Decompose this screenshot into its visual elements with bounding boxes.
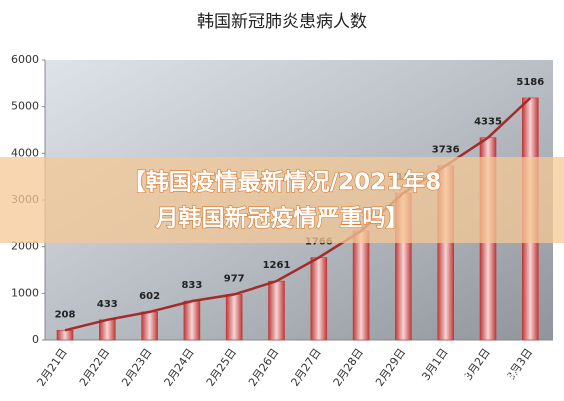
- bar: [310, 257, 328, 341]
- value-label: 3736: [432, 145, 460, 156]
- y-tick-label: 0: [32, 333, 39, 346]
- chart-title: 韩国新冠肺炎患病人数: [197, 12, 367, 32]
- bar: [268, 280, 285, 341]
- y-tick-label: 6000: [11, 53, 39, 66]
- bar: [141, 311, 158, 341]
- banner-background: [0, 157, 564, 243]
- banner-line: 月韩国新冠疫情严重吗】: [155, 205, 409, 232]
- value-label: 602: [139, 291, 160, 302]
- value-label: 1261: [263, 260, 291, 271]
- y-tick-label: 4000: [11, 146, 39, 159]
- bar: [352, 230, 370, 341]
- bar: [99, 319, 116, 341]
- bar: [183, 300, 201, 341]
- value-label: 208: [55, 309, 76, 320]
- value-label: 433: [97, 299, 118, 310]
- watermark: 知乎 @有没有稿错: [445, 368, 545, 383]
- banner-line: 【韩国疫情最新情况/2021年8: [123, 169, 441, 196]
- value-label: 833: [181, 280, 202, 291]
- y-tick-label: 1000: [11, 286, 39, 299]
- y-tick-label: 5000: [11, 100, 39, 113]
- bar: [225, 294, 243, 341]
- value-label: 4335: [474, 117, 502, 128]
- bar: [56, 329, 74, 341]
- value-label: 5186: [516, 77, 544, 88]
- value-label: 977: [224, 273, 245, 284]
